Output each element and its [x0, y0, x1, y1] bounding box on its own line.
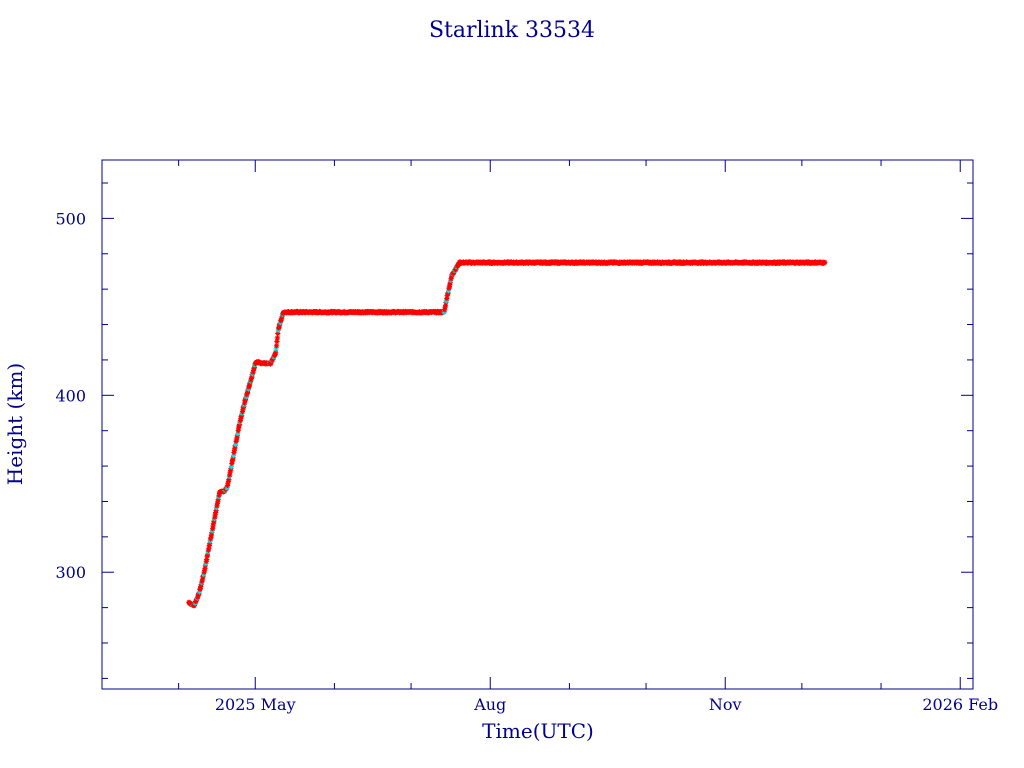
y-tick-label: 300: [55, 563, 86, 582]
x-tick-label: 2026 Feb: [922, 695, 998, 714]
y-tick-labels: 300 400 500: [55, 209, 86, 582]
x-tick-label: 2025 May: [215, 695, 296, 714]
data-point: [206, 545, 212, 551]
data-point: [444, 295, 450, 302]
data-point: [199, 577, 206, 583]
data-point: [274, 338, 280, 345]
x-tick-label: Aug: [473, 695, 506, 714]
data-point: [235, 428, 241, 434]
data-point: [211, 518, 217, 524]
data-point: [236, 421, 243, 428]
data-point: [227, 472, 233, 478]
data-point: [204, 552, 211, 558]
x-axis-label: Time(UTC): [482, 719, 594, 743]
data-point: [204, 556, 210, 563]
data-point: [442, 303, 449, 309]
data-point: [228, 464, 235, 470]
x-tick-labels: 2025 May Aug Nov 2026 Feb: [215, 695, 998, 714]
data-point: [273, 346, 279, 352]
data-points: [186, 259, 828, 609]
data-point: [242, 400, 248, 406]
y-axis-label: Height (km): [3, 363, 27, 485]
plot-frame: [101, 159, 974, 690]
data-point: [213, 507, 219, 513]
data-point: [233, 441, 239, 447]
data-point: [275, 330, 281, 337]
x-tick-label: Nov: [709, 695, 742, 714]
data-point: [230, 452, 237, 459]
data-point: [249, 374, 255, 380]
data-point: [207, 541, 213, 547]
data-point: [274, 335, 280, 341]
data-point: [273, 343, 280, 349]
data-point: [215, 497, 221, 503]
data-point: [226, 477, 232, 483]
tick-marks: [102, 160, 973, 689]
y-tick-label: 400: [55, 386, 86, 405]
data-point: [822, 259, 828, 265]
data-point: [210, 526, 216, 532]
data-point: [202, 565, 208, 571]
chart-title: Starlink 33534: [429, 18, 595, 43]
y-tick-label: 500: [55, 209, 86, 228]
data-point: [273, 349, 279, 355]
data-point: [235, 430, 241, 437]
